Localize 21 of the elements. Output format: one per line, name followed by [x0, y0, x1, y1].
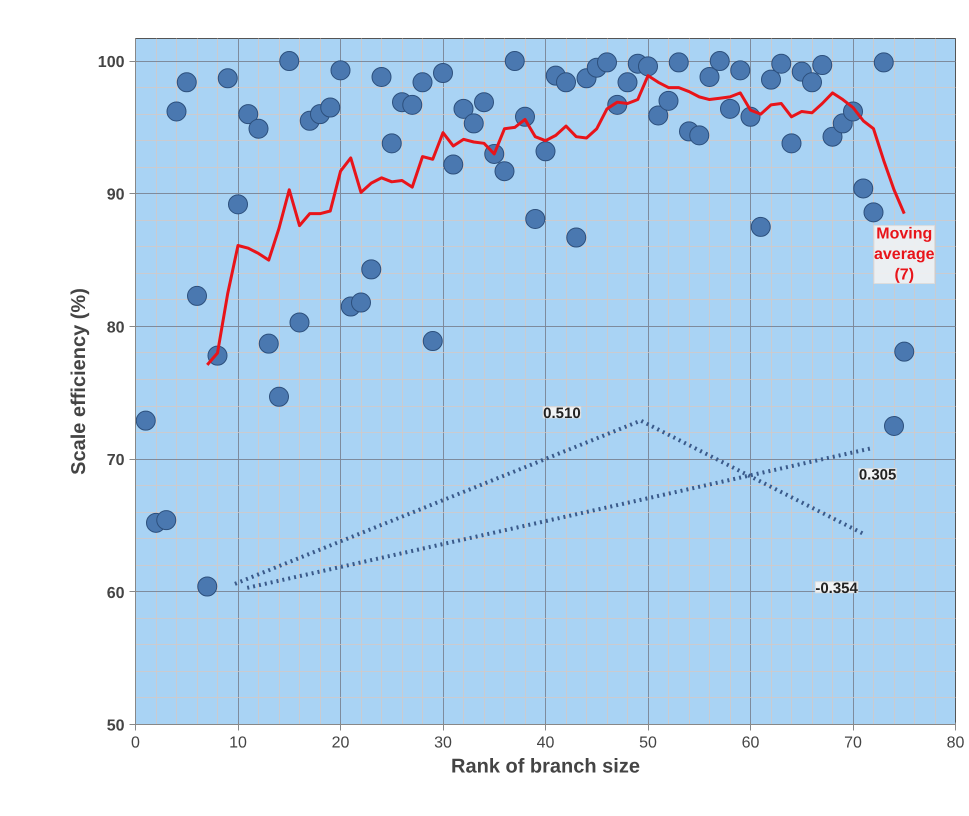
- x-tick-label: 30: [434, 734, 452, 752]
- x-tick-label: 10: [229, 734, 247, 752]
- y-tick-label: 100: [98, 54, 125, 72]
- y-tick-label: 70: [106, 452, 125, 470]
- x-tick-label: 0: [131, 734, 140, 752]
- y-tick-label: 50: [106, 718, 125, 734]
- annotation: 0.510: [543, 404, 581, 422]
- x-tick-label: 40: [536, 734, 554, 752]
- x-tick-label: 80: [946, 734, 964, 752]
- x-tick-label: 20: [332, 734, 350, 752]
- x-tick-label: 60: [742, 734, 760, 752]
- annotation: -0.354: [815, 580, 859, 597]
- annotation: 0.305: [858, 466, 896, 484]
- y-axis-title: Scale efficiency (%): [68, 288, 90, 475]
- y-tick-label: 90: [106, 186, 125, 204]
- text: Moving average (7): [874, 226, 935, 284]
- y-tick-label: 60: [106, 584, 125, 602]
- x-tick-label: 70: [844, 734, 862, 752]
- y-tick-label: 80: [106, 319, 125, 336]
- x-axis-title: Rank of branch size: [451, 756, 640, 778]
- x-tick-label: 50: [639, 734, 657, 752]
